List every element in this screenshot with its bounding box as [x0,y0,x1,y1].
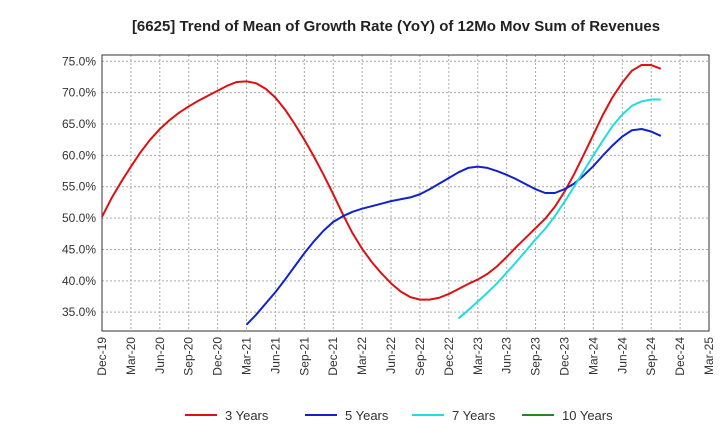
y-tick-label: 75.0% [62,54,96,68]
y-axis: 35.0% 40.0% 45.0% 50.0% 55.0% 60.0% 65.0% 70.0%… [62,54,96,319]
series-line-3-years [101,64,662,301]
series-line-7-years [457,98,661,320]
x-tick-label: Sep-23 [529,337,543,376]
y-tick-label: 60.0% [62,148,96,162]
x-tick-label: Jun-23 [500,337,514,374]
x-tick-label: Sep-21 [297,337,311,376]
x-tick-label: Dec-22 [442,337,456,376]
legend-label: 3 Years [225,408,269,423]
legend: 3 Years 5 Years 7 Years 10 Years [185,408,613,423]
x-tick-label: Jun-24 [615,337,629,374]
y-tick-label: 40.0% [62,274,96,288]
x-tick-label: Mar-22 [355,337,369,375]
legend-label: 7 Years [452,408,496,423]
y-tick-label: 65.0% [62,117,96,131]
legend-label: 10 Years [562,408,613,423]
x-tick-label: Dec-20 [211,337,225,376]
x-tick-label: Dec-23 [557,337,571,376]
x-tick-label: Dec-19 [95,337,109,376]
x-tick-label: Mar-24 [586,337,600,375]
x-tick-label: Jun-20 [153,337,167,374]
x-tick-label: Mar-23 [471,337,485,375]
x-tick-label: Sep-24 [644,337,658,376]
series-line-5-years [245,128,662,326]
x-tick-label: Jun-21 [268,337,282,374]
y-tick-label: 45.0% [62,242,96,256]
x-axis: Dec-19 Mar-20 Jun-20 Sep-20 Dec-20 Mar-21 Jun-… [95,337,716,376]
x-tick-label: Sep-20 [182,337,196,376]
y-tick-label: 50.0% [62,211,96,225]
y-tick-label: 70.0% [62,86,96,100]
legend-label: 5 Years [345,408,389,423]
chart-title: [6625] Trend of Mean of Growth Rate (YoY… [132,18,660,35]
grid [102,55,709,331]
plot-area [101,54,710,332]
series-group [101,64,662,326]
x-tick-label: Dec-24 [673,337,687,376]
y-tick-label: 55.0% [62,180,96,194]
x-tick-label: Mar-25 [702,337,716,375]
y-tick-label: 35.0% [62,305,96,319]
x-tick-label: Jun-22 [384,337,398,374]
x-tick-label: Mar-21 [240,337,254,375]
x-tick-label: Mar-20 [124,337,138,375]
x-tick-label: Sep-22 [413,337,427,376]
x-tick-label: Dec-21 [326,337,340,376]
